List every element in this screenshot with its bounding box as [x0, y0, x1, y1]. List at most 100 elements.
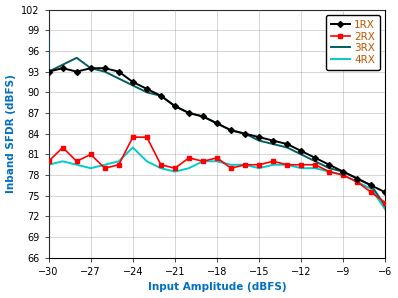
4RX: [369, 187, 374, 191]
4RX: [285, 163, 289, 167]
4RX: [228, 163, 233, 167]
4RX: [313, 166, 318, 170]
4RX: [243, 163, 248, 167]
4RX: [172, 170, 177, 173]
4RX: [158, 166, 163, 170]
2RX: [257, 163, 261, 167]
3RX: [299, 153, 304, 156]
3RX: [60, 63, 65, 66]
4RX: [215, 159, 219, 163]
3RX: [158, 94, 163, 97]
4RX: [144, 159, 149, 163]
3RX: [74, 56, 79, 60]
1RX: [102, 66, 107, 70]
4RX: [341, 173, 345, 177]
1RX: [383, 190, 388, 194]
2RX: [341, 173, 345, 177]
Legend: 1RX, 2RX, 3RX, 4RX: 1RX, 2RX, 3RX, 4RX: [326, 15, 380, 70]
4RX: [271, 163, 275, 167]
3RX: [355, 177, 360, 180]
3RX: [369, 184, 374, 187]
2RX: [383, 201, 388, 204]
1RX: [369, 184, 374, 187]
2RX: [46, 159, 51, 163]
3RX: [383, 204, 388, 208]
1RX: [116, 70, 121, 73]
1RX: [215, 122, 219, 125]
4RX: [60, 159, 65, 163]
2RX: [131, 135, 135, 139]
2RX: [60, 146, 65, 149]
1RX: [257, 135, 261, 139]
Line: 1RX: 1RX: [47, 66, 387, 194]
3RX: [46, 35, 51, 39]
3RX: [327, 166, 332, 170]
1RX: [46, 70, 51, 73]
Y-axis label: Inband SFDR (dBFS): Inband SFDR (dBFS): [6, 74, 16, 193]
1RX: [299, 149, 304, 153]
1RX: [327, 163, 332, 167]
3RX: [271, 142, 275, 146]
2RX: [187, 156, 191, 160]
1RX: [201, 115, 205, 118]
3RX: [341, 170, 345, 173]
4RX: [74, 163, 79, 167]
3RX: [243, 132, 248, 136]
2RX: [369, 190, 374, 194]
2RX: [88, 153, 93, 156]
1RX: [158, 94, 163, 97]
2RX: [299, 163, 304, 167]
3RX: [46, 70, 51, 73]
3RX: [313, 159, 318, 163]
1RX: [271, 139, 275, 142]
2RX: [201, 159, 205, 163]
4RX: [116, 159, 121, 163]
3RX: [116, 77, 121, 80]
4RX: [88, 166, 93, 170]
3RX: [215, 122, 219, 125]
4RX: [187, 166, 191, 170]
3RX: [131, 84, 135, 87]
3RX: [144, 91, 149, 94]
3RX: [187, 111, 191, 115]
4RX: [257, 166, 261, 170]
3RX: [285, 146, 289, 149]
2RX: [271, 159, 275, 163]
2RX: [158, 163, 163, 167]
4RX: [201, 159, 205, 163]
4RX: [102, 163, 107, 167]
1RX: [313, 156, 318, 160]
3RX: [228, 128, 233, 132]
1RX: [131, 80, 135, 84]
1RX: [88, 66, 93, 70]
1RX: [285, 142, 289, 146]
4RX: [355, 180, 360, 184]
2RX: [355, 180, 360, 184]
Line: 4RX: 4RX: [49, 148, 385, 209]
3RX: [172, 104, 177, 108]
Line: 3RX: 3RX: [49, 37, 385, 206]
1RX: [243, 132, 248, 136]
4RX: [131, 146, 135, 149]
1RX: [341, 170, 345, 173]
2RX: [172, 166, 177, 170]
1RX: [228, 128, 233, 132]
Line: 2RX: 2RX: [47, 135, 387, 205]
2RX: [144, 135, 149, 139]
1RX: [355, 177, 360, 180]
3RX: [88, 66, 93, 70]
1RX: [144, 87, 149, 91]
1RX: [60, 66, 65, 70]
3RX: [102, 70, 107, 73]
X-axis label: Input Amplitude (dBFS): Input Amplitude (dBFS): [148, 283, 286, 292]
3RX: [257, 139, 261, 142]
1RX: [172, 104, 177, 108]
2RX: [228, 166, 233, 170]
1RX: [74, 70, 79, 73]
4RX: [327, 170, 332, 173]
2RX: [285, 163, 289, 167]
2RX: [102, 166, 107, 170]
4RX: [299, 166, 304, 170]
2RX: [74, 159, 79, 163]
2RX: [116, 163, 121, 167]
